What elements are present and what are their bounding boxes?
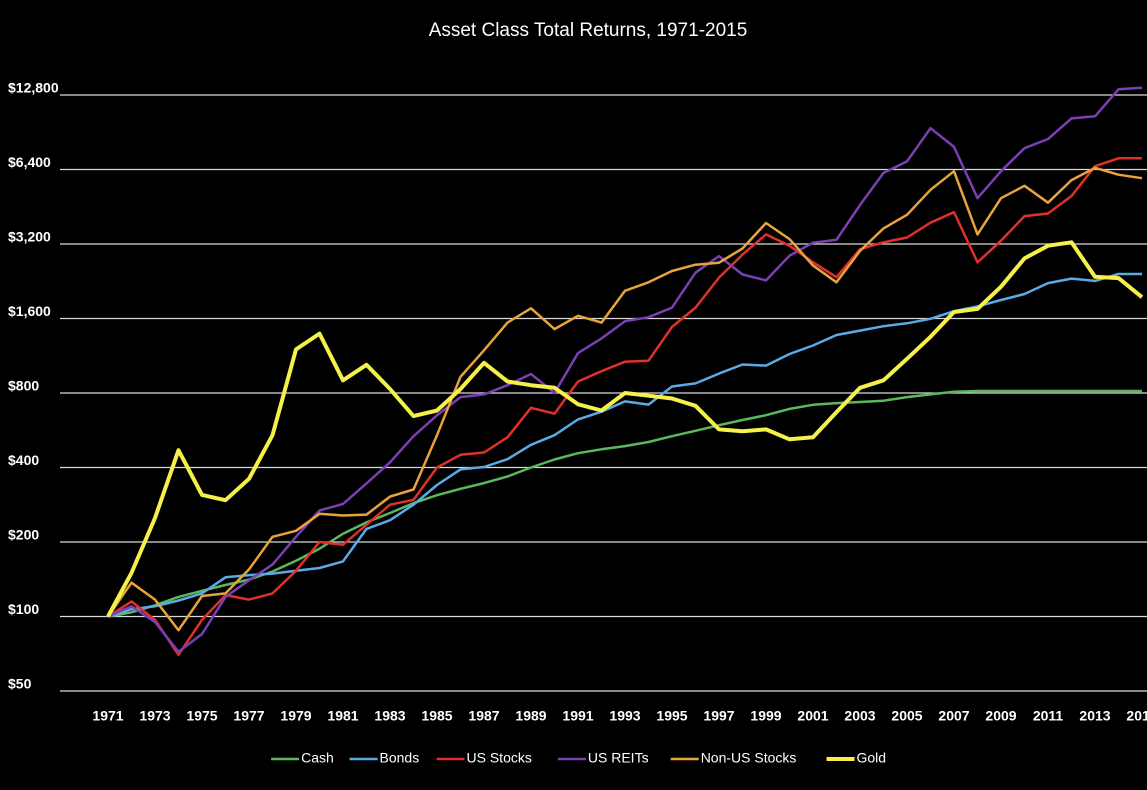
x-tick-label: 2001: [797, 708, 828, 724]
x-tick-label: 1995: [656, 708, 687, 724]
series-line: [106, 240, 1144, 618]
y-tick-label: $400: [8, 452, 39, 468]
y-tick-label: $1,600: [8, 303, 51, 319]
x-tick-label: 1985: [421, 708, 452, 724]
series-line: [106, 166, 1143, 632]
legend-label: US REITs: [588, 750, 649, 766]
legend: Cash Bonds US Stocks US REITs Non-US Stocks G…: [271, 750, 886, 766]
y-tick-label: $100: [8, 601, 39, 617]
x-tick-label: 1975: [186, 708, 217, 724]
x-tick-label: 1977: [233, 708, 264, 724]
x-tick-label: 2005: [891, 708, 922, 724]
x-tick-label: 2013: [1079, 708, 1110, 724]
x-tick-label: 2015: [1126, 708, 1147, 724]
x-tick-label: 1979: [280, 708, 311, 724]
y-tick-label: $200: [8, 527, 39, 543]
y-tick-label: $12,800: [8, 80, 59, 96]
y-tick-label: $3,200: [8, 229, 51, 245]
x-tick-label: 1987: [468, 708, 499, 724]
x-tick-label: 1993: [609, 708, 640, 724]
series-line: [107, 157, 1142, 657]
x-tick-label: 1991: [562, 708, 593, 724]
x-tick-label: 1971: [92, 708, 123, 724]
y-tick-label: $50: [8, 676, 32, 692]
y-tick-label: $6,400: [8, 154, 51, 170]
x-tick-label: 1983: [374, 708, 405, 724]
x-tick-label: 1999: [750, 708, 781, 724]
x-tick-label: 2007: [938, 708, 969, 724]
legend-label: Gold: [857, 750, 887, 766]
y-tick-label: $800: [8, 378, 39, 394]
x-tick-label: 2003: [844, 708, 875, 724]
x-tick-label: 2009: [985, 708, 1016, 724]
legend-label: Non-US Stocks: [701, 750, 797, 766]
legend-label: Cash: [301, 750, 334, 766]
legend-label: Bonds: [380, 750, 420, 766]
chart-title: Asset Class Total Returns, 1971-2015: [429, 20, 748, 41]
x-tick-label: 1989: [515, 708, 546, 724]
series-line: [107, 86, 1143, 654]
x-tick-label: 1997: [703, 708, 734, 724]
x-tick-label: 1973: [139, 708, 170, 724]
x-tick-label: 2011: [1033, 708, 1064, 724]
series-line: [107, 389, 1142, 618]
legend-label: US Stocks: [467, 750, 532, 766]
x-tick-label: 1981: [327, 708, 358, 724]
